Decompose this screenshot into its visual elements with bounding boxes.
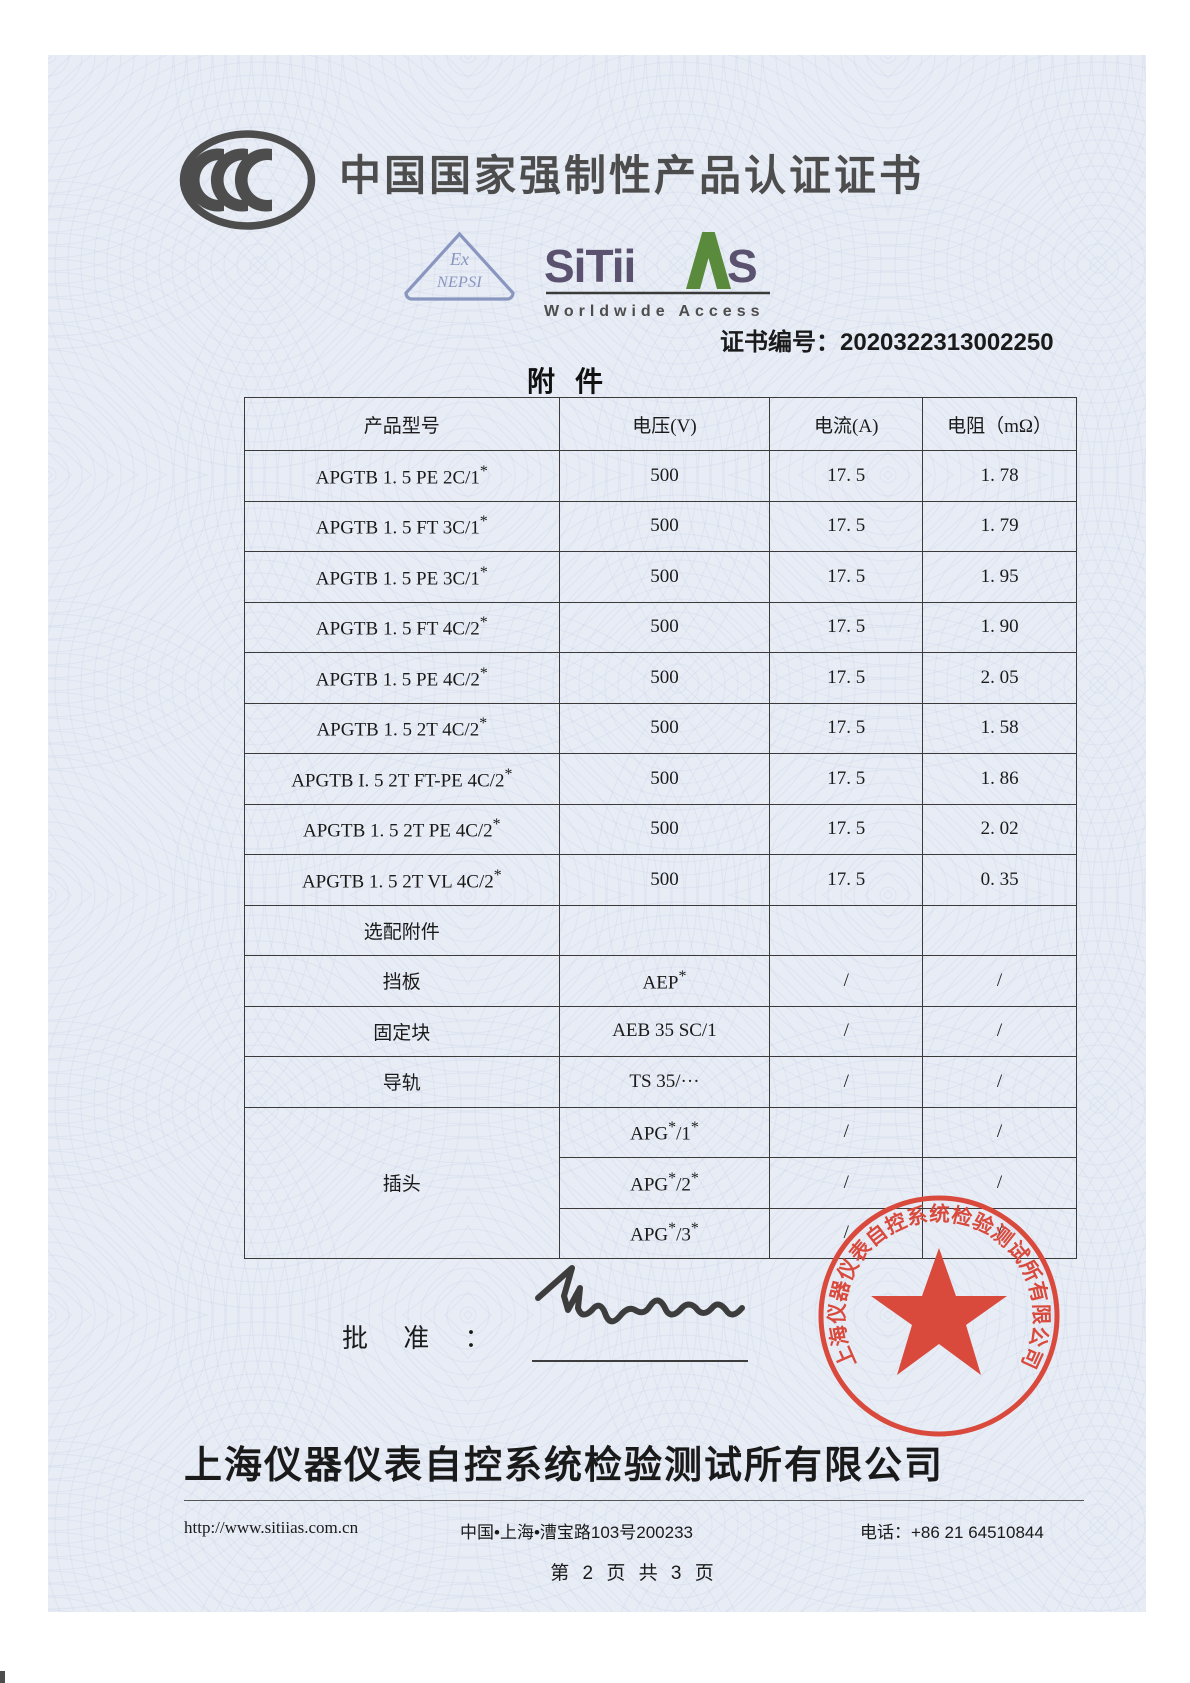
svg-text:Ex: Ex [449,249,469,269]
svg-text:SiTii: SiTii [544,240,635,292]
svg-text:NEPSI: NEPSI [436,274,482,291]
svg-text:S: S [727,240,757,292]
